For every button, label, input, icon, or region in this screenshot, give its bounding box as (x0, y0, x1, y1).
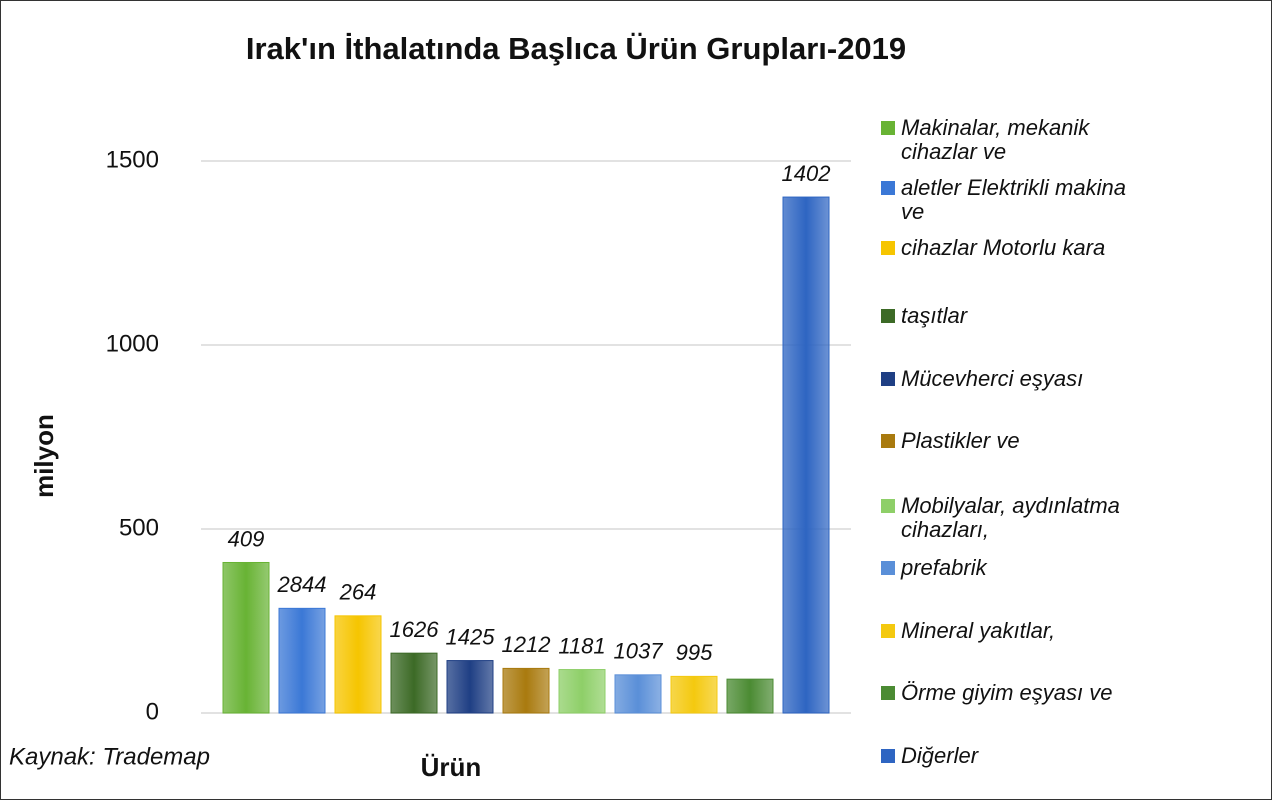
data-label: 1181 (558, 633, 605, 658)
bar (670, 675, 718, 714)
bar (726, 678, 774, 714)
legend-swatch (881, 749, 895, 763)
legend-swatch (881, 181, 895, 195)
data-label: 409 (228, 526, 265, 551)
bar (558, 669, 606, 714)
data-label: 995 (676, 640, 713, 665)
legend-label: Mücevherci eşyası (901, 366, 1084, 391)
legend-swatch (881, 372, 895, 386)
source: Kaynak: Trademap (9, 743, 210, 770)
legend-label: Mobilyalar, aydınlatma cihazları, (901, 493, 1120, 542)
data-label: 1212 (502, 632, 551, 657)
legend-label: aletler Elektrikli makina ve (901, 175, 1126, 224)
data-label: 1626 (390, 617, 440, 642)
data-label: 2844 (277, 572, 327, 597)
bar (278, 607, 326, 714)
legend-label: Örme giyim eşyası ve (901, 680, 1113, 705)
data-label: 1037 (614, 639, 664, 664)
data-label: 264 (339, 580, 377, 605)
bar (614, 674, 662, 714)
legend-swatch (881, 241, 895, 255)
y-tick-label: 1500 (106, 146, 159, 173)
bar (446, 660, 494, 714)
data-label: 1425 (446, 624, 496, 649)
legend-swatch (881, 561, 895, 575)
y-tick-label: 1000 (106, 330, 159, 357)
bar (390, 652, 438, 714)
legend-swatch (881, 624, 895, 638)
legend-label: Diğerler (901, 743, 979, 768)
legend-swatch (881, 499, 895, 513)
bar (334, 615, 382, 714)
legend-swatch (881, 686, 895, 700)
chart-title: Irak'ın İthalatında Başlıca Ürün Gruplar… (246, 31, 906, 66)
y-tick-label: 0 (146, 698, 159, 725)
legend-label: Mineral yakıtlar, (901, 618, 1056, 643)
legend-label: Plastikler ve (901, 428, 1020, 453)
bar (502, 667, 550, 714)
legend-swatch (881, 434, 895, 448)
legend-label: Makinalar, mekanik cihazlar ve (901, 115, 1090, 164)
legend-label: taşıtlar (901, 303, 968, 328)
legend-label: prefabrik (901, 555, 987, 580)
legend-label: cihazlar Motorlu kara (901, 235, 1106, 260)
data-label: 1402 (782, 161, 831, 186)
x-axis-label: Ürün (421, 752, 482, 782)
legend-swatch (881, 309, 895, 323)
y-axis-label: milyon (29, 414, 59, 498)
bar (222, 561, 270, 714)
legend-swatch (881, 121, 895, 135)
y-tick-label: 500 (119, 514, 159, 541)
bar (782, 196, 830, 714)
